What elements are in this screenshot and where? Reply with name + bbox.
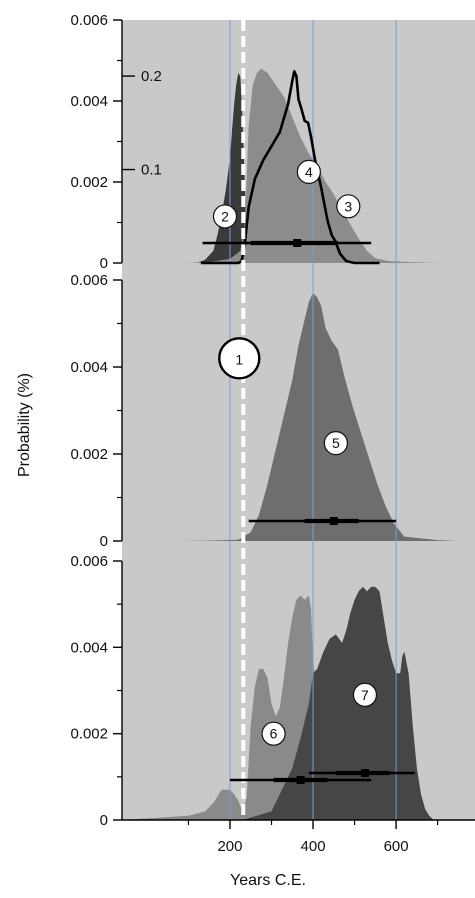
y-tick-label: 0.004 [70,359,108,376]
series-area-2 [196,72,255,263]
y-tick-label: 0.002 [70,446,108,463]
series-callout-text-2: 2 [221,208,229,224]
y-tick-label: 0.004 [70,639,108,656]
y-tick-label: 0.006 [70,272,108,289]
series-callout-text-4: 4 [305,164,313,180]
series-callout-text-7: 7 [361,687,369,703]
secondary-tick-label: 0.2 [141,68,162,85]
interval-mid-7 [360,769,369,777]
series-area-7 [242,586,434,820]
interval-bars [202,239,415,784]
series-callout-4 [296,159,321,184]
y-tick-label: 0.002 [70,726,108,743]
series-callout-text-5: 5 [332,435,340,451]
y-tick-label: 0.006 [70,12,108,29]
series-callout-7 [352,682,378,707]
series-callout-text-6: 6 [270,726,278,742]
x-tick-label: 400 [301,838,326,855]
series-callout-5 [323,431,348,456]
series-callout-text-3: 3 [344,198,352,214]
interval-mid-6 [296,776,305,784]
y-axis-title: Probability (%) [16,373,33,477]
y-tick-label: 0.002 [70,174,108,191]
series-callout-2 [212,204,238,229]
y-tick-label: 0 [100,255,108,272]
y-tick-label: 0 [100,533,108,550]
series-area-5 [175,293,459,541]
x-axis-title: Years C.E. [230,872,306,889]
reference-callout-text: 1 [235,351,243,367]
secondary-tick-label: 0.1 [141,162,162,179]
callout-labels: 2 3 4 5 6 7 1 [212,159,378,746]
series-callout-6 [261,721,286,746]
reference-callout [218,337,261,380]
y-tick-label: 0.006 [70,553,108,570]
series-callout-3 [336,194,361,219]
x-tick-label: 600 [384,838,409,855]
interval-mid-5 [329,517,338,525]
interval-mid-3 [293,239,302,247]
axes: 00.0020.0040.0060.10.200.0020.0040.00600… [70,12,475,855]
series-line-4 [200,70,380,265]
line-series-layer [200,20,380,820]
y-tick-label: 0.004 [70,93,108,110]
y-tick-label: 0 [100,812,108,829]
x-tick-label: 200 [217,838,242,855]
